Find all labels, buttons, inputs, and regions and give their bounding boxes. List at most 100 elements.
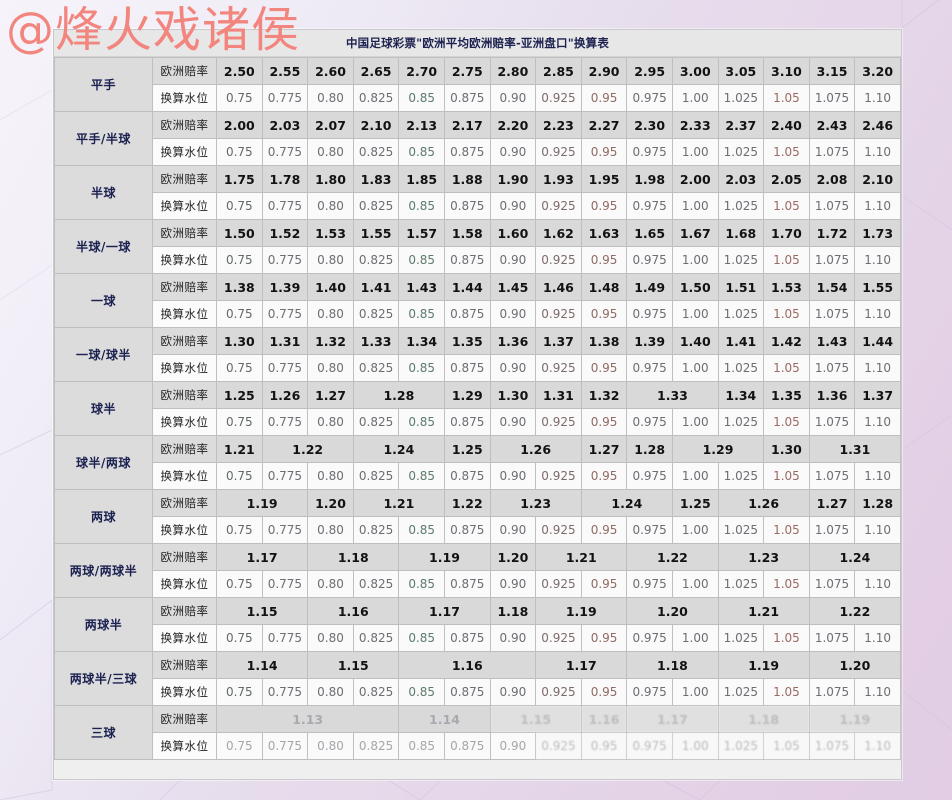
odds-cell: 1.50 — [216, 219, 263, 247]
water-cell: 0.95 — [580, 192, 628, 220]
water-cell: 0.825 — [352, 192, 400, 220]
odds-cell: 1.39 — [626, 327, 673, 355]
odds-cell: 1.80 — [307, 165, 354, 193]
row-label-odds: 欧洲赔率 — [152, 111, 217, 139]
odds-cell: 1.51 — [717, 273, 765, 301]
table-row: 换算水位 0.75 0.775 0.80 0.825 0.85 0.875 0.90 0.925… — [55, 462, 901, 490]
handicap-label: 两球半 — [54, 597, 153, 652]
odds-cell: 2.75 — [443, 57, 491, 85]
odds-cell: 1.22 — [443, 489, 491, 517]
water-cell: 0.925 — [535, 408, 582, 436]
odds-cell: 1.55 — [854, 273, 901, 301]
odds-cell: 1.17 — [535, 651, 628, 679]
water-cell: 0.80 — [307, 84, 354, 112]
odds-cell: 1.75 — [216, 165, 263, 193]
water-cell: 0.80 — [307, 246, 354, 274]
water-cell: 0.75 — [216, 408, 263, 436]
odds-cell: 1.21 — [717, 597, 810, 625]
row-label-water: 换算水位 — [152, 192, 217, 220]
odds-cell: 1.32 — [307, 327, 354, 355]
water-cell: 0.90 — [489, 516, 537, 544]
odds-cell: 1.46 — [535, 273, 582, 301]
odds-cell: 1.38 — [580, 327, 628, 355]
odds-cell: 1.19 — [398, 543, 491, 571]
odds-cell: 1.40 — [307, 273, 354, 301]
water-cell: 1.10 — [854, 462, 901, 490]
water-cell: 0.75 — [216, 462, 263, 490]
odds-cell: 1.58 — [443, 219, 491, 247]
handicap-label: 三球 — [54, 705, 153, 760]
water-cell: 1.00 — [671, 138, 719, 166]
odds-cell: 1.22 — [626, 543, 719, 571]
odds-cell: 1.21 — [535, 543, 628, 571]
odds-cell: 1.19 — [808, 705, 902, 733]
water-cell: 0.825 — [352, 300, 400, 328]
water-cell: 0.95 — [580, 624, 628, 652]
water-cell: 1.05 — [763, 408, 810, 436]
water-cell: 0.85 — [398, 462, 445, 490]
water-cell: 0.975 — [626, 732, 673, 760]
water-cell: 0.90 — [489, 732, 537, 760]
water-cell: 0.90 — [489, 300, 537, 328]
odds-cell: 1.34 — [398, 327, 445, 355]
odds-cell: 2.46 — [854, 111, 901, 139]
odds-cell: 1.14 — [398, 705, 491, 733]
water-cell: 0.75 — [216, 624, 263, 652]
water-cell: 0.75 — [216, 138, 263, 166]
water-cell: 1.10 — [854, 732, 901, 760]
odds-cell: 1.83 — [352, 165, 400, 193]
odds-cell: 1.49 — [626, 273, 673, 301]
water-cell: 1.075 — [808, 516, 856, 544]
water-cell: 1.05 — [763, 732, 810, 760]
water-cell: 1.075 — [808, 246, 856, 274]
odds-cell: 2.60 — [307, 57, 354, 85]
water-cell: 0.925 — [535, 732, 582, 760]
odds-cell: 1.38 — [216, 273, 263, 301]
water-cell: 0.75 — [216, 84, 263, 112]
water-cell: 0.90 — [489, 624, 537, 652]
odds-cell: 3.15 — [808, 57, 856, 85]
odds-cell: 1.18 — [717, 705, 810, 733]
row-label-odds: 欧洲赔率 — [152, 597, 217, 625]
row-label-water: 换算水位 — [152, 570, 217, 598]
water-cell: 0.925 — [535, 192, 582, 220]
handicap-label: 半球 — [54, 165, 153, 220]
odds-cell: 1.20 — [626, 597, 719, 625]
table-row: 三球 欧洲赔率 1.13 1.14 1.15 1.16 1.17 1.18 1.19 — [54, 705, 902, 760]
water-cell: 0.925 — [535, 678, 582, 706]
water-cell: 1.025 — [717, 408, 765, 436]
odds-cell: 1.62 — [535, 219, 582, 247]
water-cell: 0.825 — [352, 732, 400, 760]
water-cell: 1.05 — [763, 192, 810, 220]
odds-cell: 1.44 — [854, 327, 901, 355]
water-cell: 0.95 — [580, 408, 628, 436]
water-cell: 0.80 — [307, 354, 354, 382]
row-label-odds: 欧洲赔率 — [152, 381, 217, 409]
odds-cell: 1.33 — [352, 327, 400, 355]
water-cell: 0.95 — [580, 246, 628, 274]
odds-cell: 1.52 — [261, 219, 309, 247]
odds-cell: 1.41 — [352, 273, 400, 301]
odds-cell: 1.24 — [352, 435, 445, 463]
handicap-label: 一球 — [54, 273, 153, 328]
water-cell: 1.075 — [808, 354, 856, 382]
water-cell: 0.85 — [398, 192, 445, 220]
water-cell: 0.875 — [443, 624, 491, 652]
odds-cell: 1.31 — [535, 381, 582, 409]
odds-cell: 2.37 — [717, 111, 765, 139]
odds-cell: 1.19 — [215, 489, 309, 517]
water-cell: 1.075 — [808, 624, 856, 652]
water-cell: 0.90 — [489, 84, 537, 112]
odds-cell: 1.54 — [808, 273, 856, 301]
water-cell: 0.775 — [261, 408, 309, 436]
row-label-odds: 欧洲赔率 — [152, 219, 217, 247]
odds-cell: 1.70 — [763, 219, 810, 247]
conversion-table-sheet: 中国足球彩票"欧洲平均欧洲赔率-亚洲盘口"换算表 平手 欧洲赔率 2.50 2.55 2… — [53, 29, 902, 780]
water-cell: 1.025 — [717, 84, 765, 112]
table-row: 换算水位 0.75 0.775 0.80 0.825 0.85 0.875 0.90 0.925… — [55, 732, 901, 760]
water-cell: 0.775 — [261, 462, 309, 490]
water-cell: 0.80 — [307, 462, 354, 490]
odds-cell: 1.25 — [671, 489, 719, 517]
water-cell: 0.975 — [626, 138, 673, 166]
odds-cell: 1.34 — [717, 381, 765, 409]
